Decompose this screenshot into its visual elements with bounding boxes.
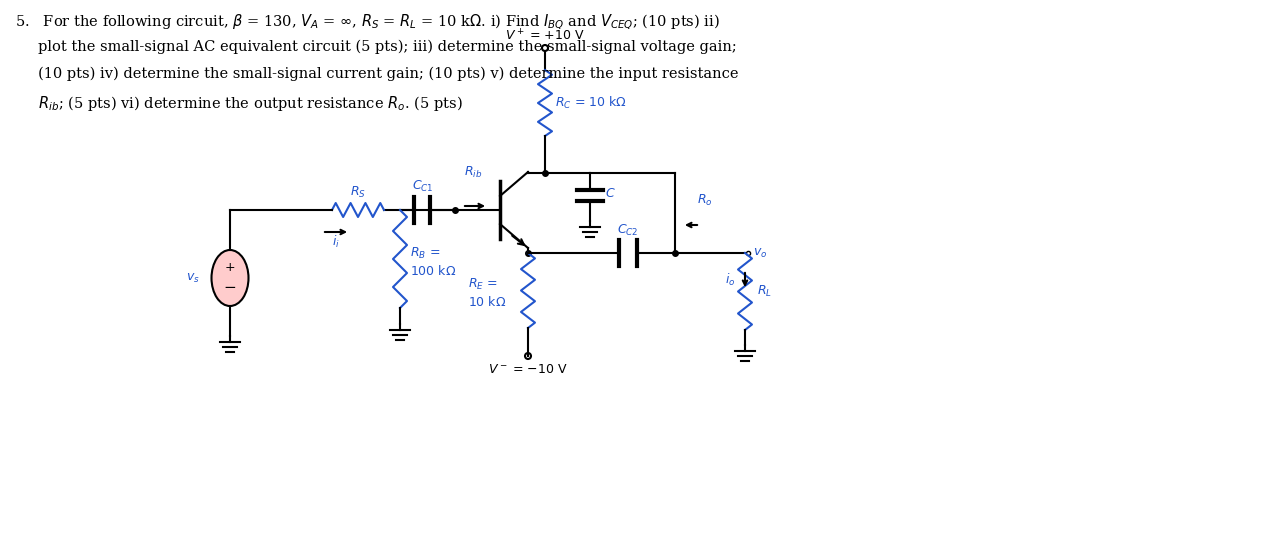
Text: $R_{ib}$; (5 pts) vi) determine the output resistance $R_o$. (5 pts): $R_{ib}$; (5 pts) vi) determine the outp… bbox=[15, 94, 463, 113]
Text: $R_L$: $R_L$ bbox=[757, 284, 773, 299]
Text: $R_B$ =: $R_B$ = bbox=[411, 245, 440, 260]
Text: $R_E$ =: $R_E$ = bbox=[468, 277, 498, 292]
Text: (10 pts) iv) determine the small-signal current gain; (10 pts) v) determine the : (10 pts) iv) determine the small-signal … bbox=[15, 67, 738, 81]
Text: 100 k$\Omega$: 100 k$\Omega$ bbox=[411, 264, 457, 278]
Text: $C_{C1}$: $C_{C1}$ bbox=[412, 179, 434, 194]
Text: $i_i$: $i_i$ bbox=[333, 234, 340, 250]
Text: plot the small-signal AC equivalent circuit (5 pts); iii) determine the small-si: plot the small-signal AC equivalent circ… bbox=[15, 40, 737, 54]
Text: $R_S$: $R_S$ bbox=[350, 185, 366, 200]
Text: $V^-$ = $-$10 V: $V^-$ = $-$10 V bbox=[489, 363, 568, 376]
Text: $R_{ib}$: $R_{ib}$ bbox=[464, 165, 482, 180]
Text: 10 k$\Omega$: 10 k$\Omega$ bbox=[468, 295, 506, 309]
Text: $i_o$: $i_o$ bbox=[725, 272, 735, 288]
Text: −: − bbox=[224, 280, 237, 295]
Text: $R_C$ = 10 k$\Omega$: $R_C$ = 10 k$\Omega$ bbox=[555, 95, 627, 111]
Text: $V^+$ = +10 V: $V^+$ = +10 V bbox=[505, 29, 585, 44]
Text: +: + bbox=[225, 261, 235, 274]
Ellipse shape bbox=[211, 250, 248, 306]
Text: $R_o$: $R_o$ bbox=[697, 193, 712, 208]
Text: $C_{C2}$: $C_{C2}$ bbox=[618, 223, 638, 238]
Text: $v_o$: $v_o$ bbox=[753, 246, 767, 259]
Text: $C$: $C$ bbox=[605, 188, 615, 201]
Text: $v_s$: $v_s$ bbox=[187, 272, 200, 285]
Text: 5.   For the following circuit, $\beta$ = 130, $V_A$ = $\infty$, $R_S$ = $R_L$ =: 5. For the following circuit, $\beta$ = … bbox=[15, 13, 720, 32]
